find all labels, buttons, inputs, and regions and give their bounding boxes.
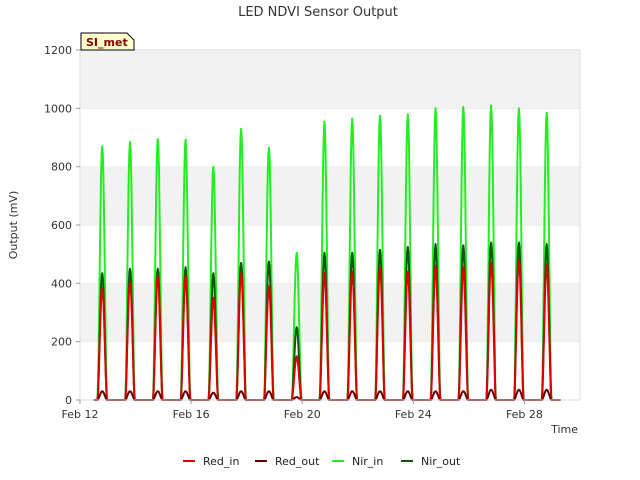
- series-layer: [93, 104, 561, 401]
- y-tick-label: 400: [51, 277, 72, 290]
- y-tick-label: 1200: [44, 44, 72, 57]
- x-tick-label: Feb 16: [173, 408, 210, 421]
- y-tick-label: 0: [65, 394, 72, 407]
- y-tick-label: 200: [51, 336, 72, 349]
- site-tag-label: SI_met: [86, 36, 128, 49]
- series-line-red-in: [93, 259, 561, 401]
- x-tick-label: Feb 12: [62, 408, 99, 421]
- x-tick-label: Feb 20: [284, 408, 321, 421]
- legend-item-label: Nir_out: [421, 455, 461, 468]
- y-axis-label: Output (mV): [7, 191, 20, 260]
- legend-item-label: Nir_in: [352, 455, 383, 468]
- grid-band: [80, 225, 580, 284]
- y-tick-label: 600: [51, 219, 72, 232]
- x-axis-label: Time: [550, 423, 578, 436]
- chart-title: LED NDVI Sensor Output: [238, 5, 398, 20]
- series-line-red-out: [93, 388, 561, 401]
- grid-band: [80, 166, 580, 225]
- site-tag-box: [80, 32, 135, 51]
- legend-item-label: Red_out: [275, 455, 320, 468]
- x-axis: Feb 12 Feb 16 Feb 20 Feb 24 Feb 28: [62, 400, 543, 421]
- legend-item-label: Red_in: [203, 455, 239, 468]
- grid-band: [80, 341, 580, 400]
- grid-band: [80, 50, 580, 109]
- x-tick-label: Feb 28: [506, 408, 543, 421]
- legend: Red_in Red_out Nir_in Nir_out: [183, 455, 461, 468]
- grid-bands: [80, 49, 580, 400]
- grid-band: [80, 283, 580, 342]
- grid-band: [80, 108, 580, 167]
- x-tick-label: Feb 24: [395, 408, 432, 421]
- site-tag: SI_met: [80, 32, 135, 51]
- y-tick-label: 1000: [44, 102, 72, 115]
- y-axis: 0 200 400 600 800 1000 1200: [44, 44, 80, 407]
- y-tick-label: 800: [51, 161, 72, 174]
